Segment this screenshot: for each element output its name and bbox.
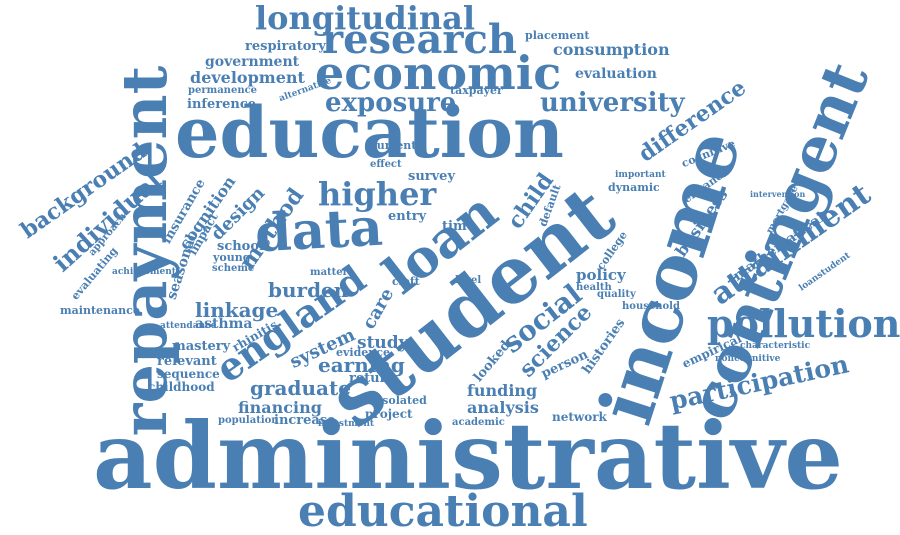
word-household: household [622, 301, 680, 312]
word-development: development [190, 68, 305, 87]
word-respiratory: respiratory [245, 39, 326, 54]
word-education: education [175, 91, 564, 174]
word-effect: effect [370, 159, 402, 170]
word-noncognitive: noncognitive [715, 354, 781, 364]
word-taxpayer: taxpayer [450, 84, 503, 97]
word-research: research [322, 16, 517, 63]
word-quality: quality [597, 289, 636, 300]
word-achievement: achievement [112, 267, 176, 277]
word-economic: economic [315, 46, 562, 100]
word-relevant: relevant [157, 354, 217, 369]
word-current: current [370, 139, 417, 152]
word-educational: educational [298, 486, 588, 535]
word-increase: increase [274, 413, 336, 428]
word-evidence: evidence [336, 346, 390, 359]
word-burden: burden [268, 278, 349, 302]
word-placement: placement [525, 29, 590, 42]
word-policy: policy [576, 266, 626, 284]
word-important: important [615, 170, 666, 180]
word-population: population [218, 415, 279, 426]
word-administrative: administrative [93, 402, 843, 510]
word-higher: higher [318, 175, 437, 213]
word-time: time [442, 219, 475, 234]
word-permanence: permanence [188, 85, 258, 96]
word-analysis: analysis [467, 398, 539, 417]
word-isolated: isolated [378, 394, 427, 407]
word-funding: funding [467, 381, 538, 400]
word-university: university [540, 88, 685, 118]
word-consumption: consumption [553, 40, 670, 59]
word-mastery: mastery [172, 339, 231, 354]
word-network: network [552, 410, 607, 424]
word-matter: matter [310, 267, 348, 278]
word-investment: investment [318, 419, 375, 429]
word-graduate: graduate [250, 376, 351, 400]
word-linkage: linkage [195, 298, 279, 322]
word-return: return [349, 371, 396, 386]
word-asthma: asthma [195, 316, 253, 332]
word-childhood: childhood [148, 380, 215, 394]
word-evaluation: evaluation [575, 66, 657, 82]
word-level: level [455, 275, 482, 286]
word-government: government [205, 54, 300, 70]
word-sequence: sequence [157, 367, 220, 381]
word-maintenance: maintenance [60, 304, 140, 317]
word-young: young [213, 251, 251, 264]
word-cleft: cleft [392, 275, 420, 288]
word-dynamic: dynamic [608, 181, 660, 194]
word-attendance: attendance [160, 321, 217, 331]
word-intervention: intervention [750, 189, 806, 199]
word-study: study [357, 333, 409, 353]
word-health: health [576, 282, 612, 293]
word-inference: inference [187, 97, 257, 112]
word-entry: entry [388, 209, 427, 224]
word-project: project [365, 407, 413, 421]
word-exposure: exposure [325, 88, 457, 118]
word-pollution: pollution [707, 301, 900, 346]
word-academic: academic [452, 417, 505, 428]
word-scheme: scheme [212, 263, 255, 274]
word-earning: earning [318, 353, 405, 377]
word-financing: financing [238, 398, 322, 417]
word-longitudinal: longitudinal [255, 0, 476, 37]
word-survey: survey [408, 169, 455, 184]
word-school: school [217, 239, 264, 254]
word-characteristic: characteristic [740, 341, 811, 351]
